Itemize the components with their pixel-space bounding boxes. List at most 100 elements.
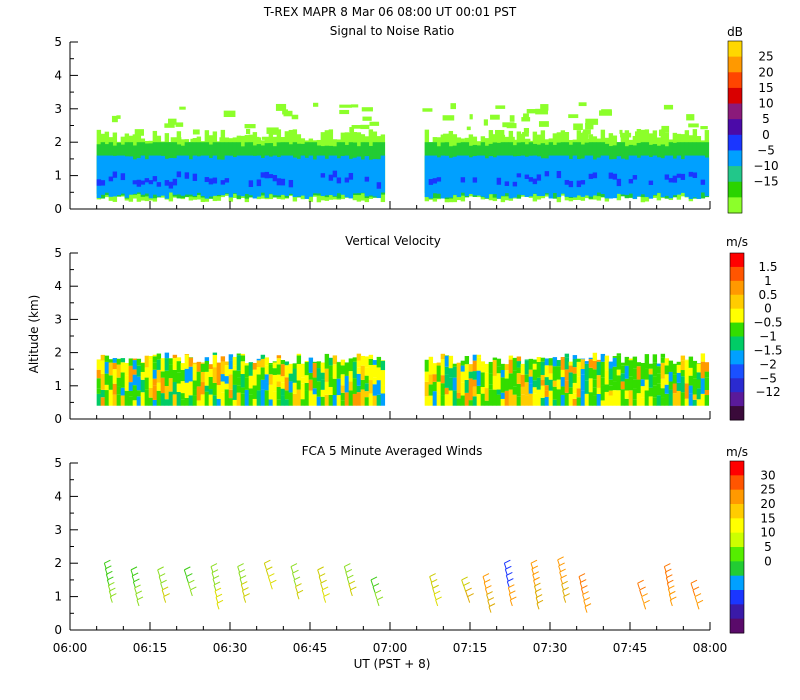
wind-barb-flag [135,590,143,595]
wind-barb-staff [486,594,490,601]
vv-cell [456,392,462,399]
vv-cell [532,380,538,388]
vv-cell [596,387,602,394]
snr-cell [436,177,442,182]
vv-cell [632,388,638,400]
wind-barb-staff [465,590,469,598]
vv-cell [548,373,554,380]
vv-cell [532,369,538,381]
vv-cell [340,385,346,393]
vv-cell [96,388,102,394]
vv-cell [484,400,490,406]
vv-cell [280,376,286,383]
vv-cell [180,399,186,406]
wind-barb-staff [669,599,673,607]
vv-cell [136,365,142,377]
snr-cell [352,157,358,194]
vv-cell [332,355,338,365]
wind-barb-staff [376,599,380,607]
wind-barb-staff [372,586,376,593]
vv-cell [508,373,514,390]
panel-snr-unit: dB [727,25,743,39]
colorbar-tick-label: −1.5 [753,343,782,357]
vv-cell [428,360,434,375]
wind-barb-staff [189,589,193,597]
vv-cell [224,365,230,377]
vv-cell [120,358,126,363]
snr-echo [582,132,588,139]
vv-cell [104,361,110,374]
vv-cell [472,386,478,397]
vv-cell [240,353,246,356]
vv-cell [232,356,238,366]
wind-barb-staff [482,576,486,583]
snr-cell [228,155,234,198]
vv-cell [312,394,318,406]
vv-cell [636,366,642,380]
vv-cell [488,384,494,390]
vv-cell [500,392,506,399]
wind-barb-staff [643,603,647,610]
wind-barb-flag [238,569,246,573]
snr-cell [372,159,378,197]
vv-cell [624,378,630,391]
wind-barb-staff [559,571,563,579]
vv-cell [368,364,374,381]
colorbar-swatch [730,518,744,534]
wind-barb-staff [557,559,561,567]
vv-cell [112,362,118,370]
colorbar-swatch [730,618,744,634]
vv-cell [180,393,186,400]
wind-barb-flag [467,593,474,598]
vv-cell [340,359,346,366]
vv-cell [352,357,358,362]
snr-echo [369,121,380,126]
vv-cell [372,384,378,396]
vv-cell [120,395,126,406]
wind-barb-staff [560,578,564,585]
wind-barb-flag [692,586,700,591]
vv-cell [140,371,146,380]
snr-cell [144,178,150,183]
snr-cell [116,155,122,196]
vv-cell [636,393,642,406]
vv-cell [608,385,614,391]
wind-barb-flag [163,593,170,598]
vv-cell [500,377,506,393]
vv-cell [464,364,470,381]
snr-cell [308,155,314,197]
wind-barb-flag [133,578,140,583]
snr-cell [164,180,170,186]
vv-cell [216,398,222,406]
wind-barb-staff [211,572,215,579]
wind-barb-staff [692,589,696,597]
colorbar-tick-label: 20 [760,497,775,511]
colorbar-frame [729,252,745,421]
vv-cell [516,396,522,406]
vv-cell [656,383,662,396]
vv-cell [176,391,182,406]
vv-cell [112,358,118,363]
colorbar-swatch [728,103,742,120]
vv-cell [500,370,506,378]
vv-cell [272,361,278,363]
vv-cell [448,390,454,406]
vv-cell [276,364,282,375]
vv-cell [496,366,502,374]
colorbar-swatch [730,504,744,519]
vv-cell [372,360,378,365]
vv-cell [696,372,702,380]
vv-cell [664,384,670,394]
snr-cell [512,181,518,187]
wind-barb-staff [160,583,164,590]
vv-cell [632,379,638,389]
snr-cell [584,155,590,196]
colorbar-swatch [730,406,744,421]
vv-cell [552,380,558,387]
colorbar-tick-label: 0 [764,554,772,568]
snr-cell [704,157,710,197]
vv-cell [288,392,294,406]
vv-cell [164,386,170,400]
vv-cell [580,358,586,360]
snr-echo [523,113,529,118]
